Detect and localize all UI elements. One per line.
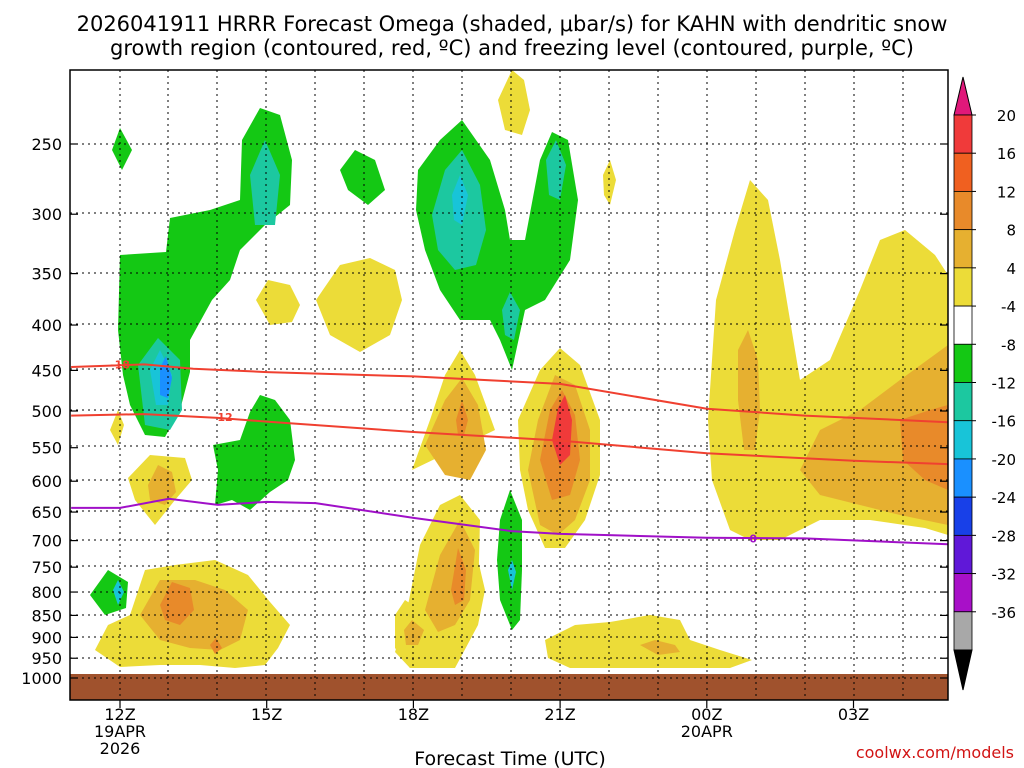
colorbar-label: 20 <box>997 107 1016 125</box>
colorbar-label: 4 <box>1006 260 1016 278</box>
colorbar-band <box>953 267 973 307</box>
y-tick-label: 650 <box>31 503 62 522</box>
omega-yellow-region <box>603 160 616 205</box>
colorbar-label: 8 <box>1006 222 1016 240</box>
colorbar-band <box>953 229 973 269</box>
contour-line <box>71 413 948 466</box>
omega-lightorange-region <box>640 640 680 655</box>
x-tick-label: 00Z <box>691 705 722 724</box>
omega-yellow-region <box>498 70 530 135</box>
contour-line <box>71 363 948 424</box>
colorbar-label: -36 <box>992 604 1017 622</box>
colorbar-band <box>953 496 973 536</box>
colorbar: 20 16 12 8 4 -4 -8 -12 -16 -20 -24 -28 -32 -36 <box>953 76 1017 691</box>
omega-negative-region <box>497 490 522 630</box>
omega-orange-region <box>210 638 222 654</box>
y-tick-label: 750 <box>31 558 62 577</box>
colorbar-bottom-arrow <box>953 649 973 691</box>
omega-teal-region <box>250 140 280 225</box>
colorbar-label: -20 <box>992 451 1017 469</box>
colorbar-band <box>953 152 973 192</box>
colorbar-label: -4 <box>1001 298 1016 316</box>
chart-title-line2: growth region (contoured, red, ºC) and f… <box>110 36 914 60</box>
colorbar-band <box>953 305 973 345</box>
y-tick-label: 800 <box>31 583 62 602</box>
colorbar-label: -8 <box>1001 336 1016 354</box>
x-tick-year: 2026 <box>100 739 141 758</box>
omega-negative-region <box>340 150 385 205</box>
colorbar-top-arrow <box>953 76 973 116</box>
terrain-ground <box>70 674 948 700</box>
omega-lightorange-region <box>738 330 760 450</box>
colorbar-label: -28 <box>992 527 1017 545</box>
omega-orange-region <box>900 405 948 490</box>
colorbar-band <box>953 191 973 231</box>
omega-negative-region <box>112 128 132 170</box>
omega-negative-region <box>213 395 295 510</box>
colorbar-band <box>953 573 973 613</box>
omega-teal-region <box>546 140 566 200</box>
colorbar-label: -16 <box>992 413 1017 431</box>
x-tick-date: 20APR <box>681 722 733 741</box>
y-tick-label: 500 <box>31 402 62 421</box>
colorbar-band <box>953 382 973 422</box>
x-tick-label: 12Z <box>104 705 135 724</box>
y-tick-label: 550 <box>31 439 62 458</box>
y-tick-label: 900 <box>31 628 62 647</box>
colorbar-band <box>953 343 973 383</box>
colorbar-label: -24 <box>992 489 1017 507</box>
contour-label: 0 <box>749 532 757 545</box>
omega-lightorange-region <box>404 620 424 645</box>
omega-lightorange-region <box>425 378 486 480</box>
colorbar-band <box>953 458 973 498</box>
colorbar-label: 12 <box>997 183 1016 201</box>
plot-frame <box>69 69 949 701</box>
colorbar-band <box>953 611 973 651</box>
x-tick-date: 19APR <box>94 722 146 741</box>
watermark: coolwx.com/models <box>856 743 1014 762</box>
y-tick-label: 450 <box>31 361 62 380</box>
chart-title-line1: 2026041911 HRRR Forecast Omega (shaded, … <box>77 12 948 36</box>
colorbar-label: -32 <box>992 566 1017 584</box>
y-tick-label: 600 <box>31 472 62 491</box>
y-tick-label: 250 <box>31 135 62 154</box>
y-tick-label: 850 <box>31 606 62 625</box>
x-axis-label: Forecast Time (UTC) <box>414 748 605 768</box>
contour-lines: -18 -12 0 <box>71 358 948 546</box>
y-tick-label: 400 <box>31 316 62 335</box>
y-axis: 250 300 350 400 450 500 550 600 650 700 750 800 850 9… <box>21 135 948 688</box>
grid-horizontal <box>70 143 948 679</box>
colorbar-band <box>953 534 973 574</box>
contour-label: -18 <box>110 358 130 371</box>
colorbar-label: 16 <box>997 145 1016 163</box>
contour-label: -12 <box>213 411 233 424</box>
y-tick-label: 300 <box>31 205 62 224</box>
y-tick-label: 350 <box>31 265 62 284</box>
x-tick-label: 18Z <box>398 705 429 724</box>
omega-yellow-region <box>545 615 752 668</box>
x-tick-label: 21Z <box>544 705 575 724</box>
contour-line <box>71 497 948 546</box>
y-tick-label: 950 <box>31 649 62 668</box>
omega-yellow-region <box>316 258 402 352</box>
omega-red-region <box>552 395 572 465</box>
omega-lightorange-region <box>148 465 176 505</box>
omega-cyan-region <box>508 560 516 590</box>
y-tick-label: 700 <box>31 532 62 551</box>
x-tick-label: 03Z <box>838 705 869 724</box>
omega-yellow-region <box>256 280 300 325</box>
omega-orange-region <box>456 400 468 435</box>
y-tick-label: 1000 <box>21 669 62 688</box>
colorbar-band <box>953 420 973 460</box>
colorbar-label: -12 <box>992 375 1017 393</box>
x-tick-label: 15Z <box>251 705 282 724</box>
omega-shading <box>90 70 948 668</box>
colorbar-band <box>953 114 973 154</box>
